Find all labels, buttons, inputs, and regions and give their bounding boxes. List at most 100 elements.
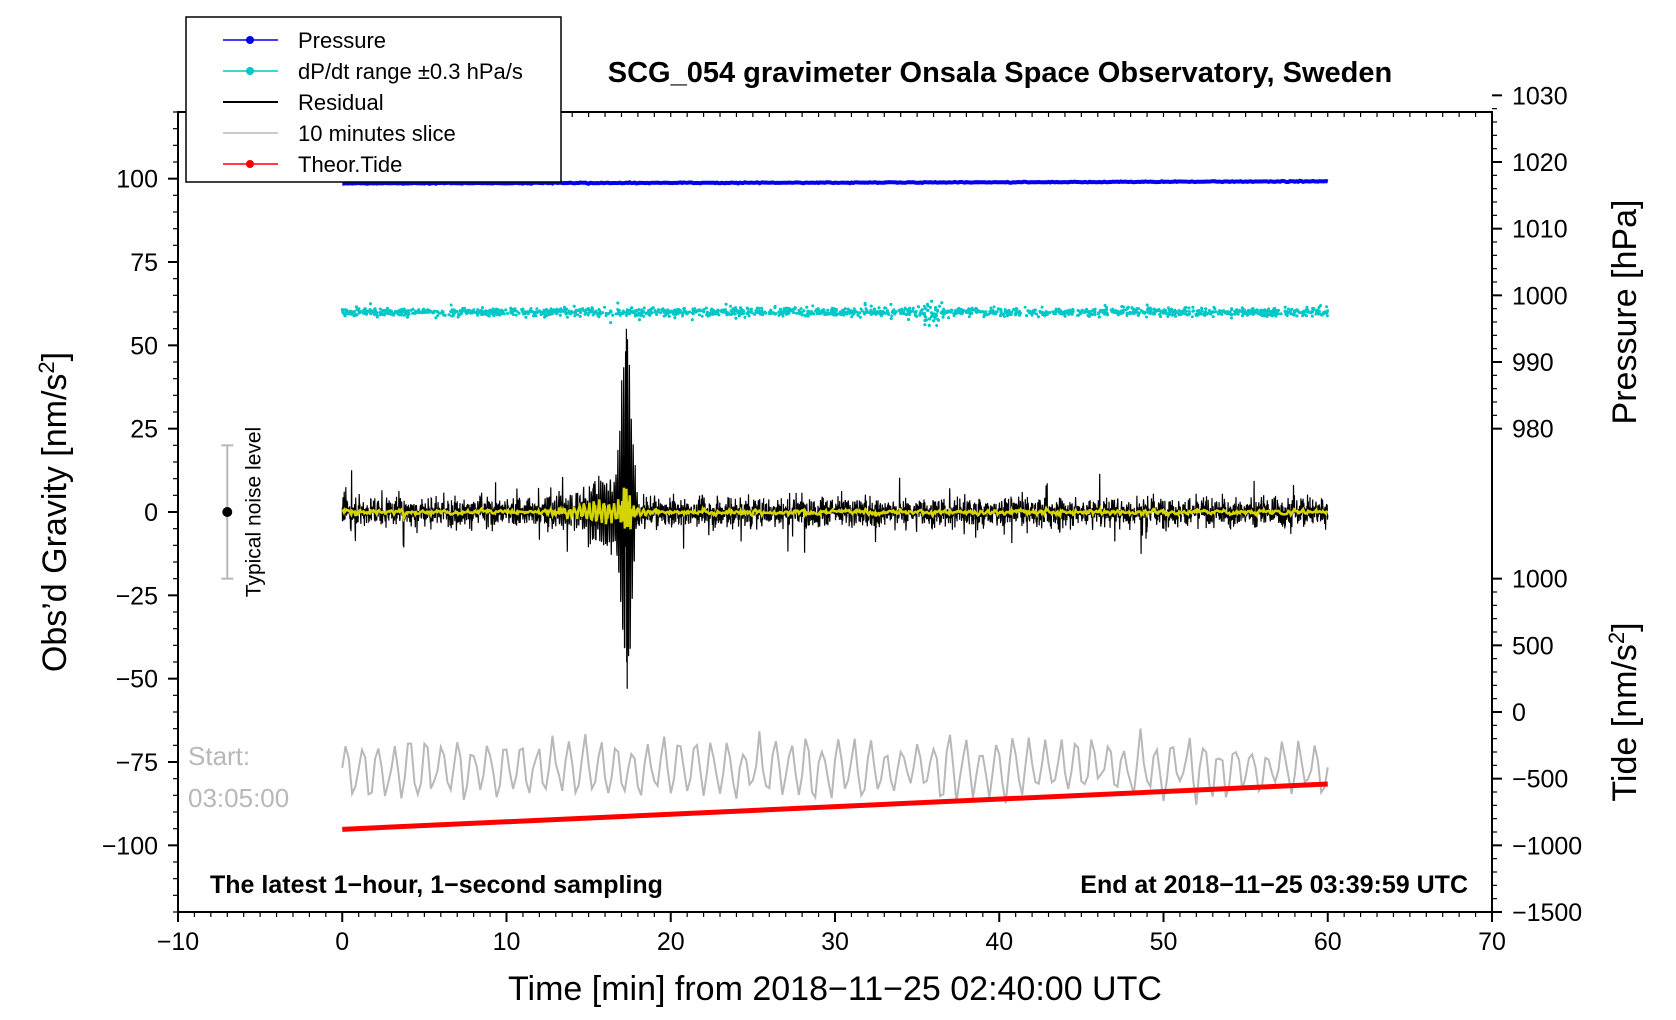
dpdt-point xyxy=(832,313,836,317)
dpdt-point xyxy=(1254,311,1258,315)
dpdt-point xyxy=(1255,308,1259,312)
dpdt-point xyxy=(883,306,887,310)
dpdt-point xyxy=(1305,305,1309,309)
dpdt-point xyxy=(631,310,635,314)
dpdt-point xyxy=(666,310,670,314)
residual-series-line xyxy=(341,328,1329,689)
dpdt-point xyxy=(629,310,633,314)
dpdt-point xyxy=(913,313,917,317)
dpdt-point xyxy=(385,306,389,310)
dpdt-point xyxy=(402,307,406,311)
dpdt-point xyxy=(716,308,720,312)
dpdt-point xyxy=(1097,315,1101,319)
dpdt-point xyxy=(1101,311,1105,315)
dpdt-point xyxy=(781,314,785,318)
dpdt-point xyxy=(802,309,806,313)
dpdt-point xyxy=(781,311,785,315)
dpdt-point xyxy=(749,307,753,311)
dpdt-point xyxy=(1323,311,1327,315)
dpdt-point xyxy=(937,304,941,308)
dpdt-point xyxy=(423,309,427,313)
slice-start-time: 03:05:00 xyxy=(188,783,289,813)
dpdt-point xyxy=(1309,311,1313,315)
sampling-note: The latest 1−hour, 1−second sampling xyxy=(210,871,663,899)
dpdt-point xyxy=(509,311,513,315)
pressure-axis-tick-labels: 1030 1020 1010 1000 990 980 xyxy=(1512,82,1568,443)
dpdt-point xyxy=(1065,309,1069,313)
dpdt-point xyxy=(1305,314,1308,318)
dpdt-point xyxy=(884,311,888,315)
dpdt-point xyxy=(733,312,737,316)
dpdt-point xyxy=(803,314,807,317)
dpdt-point xyxy=(1076,309,1080,312)
dpdt-point xyxy=(902,312,906,316)
dpdt-point xyxy=(761,312,765,316)
dpdt-point xyxy=(381,309,385,312)
dpdt-point xyxy=(517,311,521,315)
dpdt-point xyxy=(584,308,588,312)
dpdt-point xyxy=(1318,312,1322,316)
dpdt-point xyxy=(1310,314,1314,318)
dpdt-point xyxy=(852,307,856,311)
dpdt-point xyxy=(810,311,814,315)
dpdt-point xyxy=(590,306,594,310)
dpdt-point xyxy=(1086,309,1090,313)
dpdt-point xyxy=(815,312,819,316)
dpdt-point xyxy=(1038,310,1042,313)
dpdt-point xyxy=(357,307,361,311)
dpdt-point xyxy=(819,310,822,314)
tide-tick-label: −1000 xyxy=(1512,832,1582,860)
tide-tick-label: 500 xyxy=(1512,632,1554,660)
dpdt-point xyxy=(863,303,867,307)
dpdt-point xyxy=(511,313,515,316)
dpdt-point xyxy=(791,307,795,311)
x-tick-label: 20 xyxy=(657,928,685,956)
dpdt-point xyxy=(902,309,906,313)
dpdt-point xyxy=(952,312,956,316)
dpdt-point xyxy=(737,312,741,315)
pressure-axis-title: Pressure [hPa] xyxy=(1606,200,1644,425)
dpdt-point xyxy=(1168,312,1172,316)
dpdt-point xyxy=(886,309,890,313)
dpdt-point xyxy=(1044,310,1048,314)
dpdt-point xyxy=(593,311,597,315)
pressure-tick-label: 1020 xyxy=(1512,149,1568,177)
dpdt-point xyxy=(558,313,562,317)
dpdt-point xyxy=(681,314,684,318)
dpdt-point xyxy=(1069,311,1073,315)
dpdt-point xyxy=(677,308,681,312)
dpdt-point xyxy=(573,311,577,315)
dpdt-point xyxy=(476,308,480,312)
dpdt-point xyxy=(724,302,728,306)
pressure-tick-label: 1000 xyxy=(1512,282,1568,310)
dpdt-point xyxy=(1236,312,1240,316)
dpdt-point xyxy=(566,315,569,319)
dpdt-point xyxy=(1263,314,1266,318)
dpdt-point xyxy=(932,319,936,323)
dpdt-point xyxy=(383,308,387,312)
dpdt-point xyxy=(782,307,786,311)
dpdt-point xyxy=(1235,308,1239,312)
dpdt-point xyxy=(486,313,490,317)
dpdt-point xyxy=(723,308,727,312)
dpdt-point xyxy=(1326,309,1330,313)
y-tick-label: −25 xyxy=(116,582,158,610)
tide-series-line xyxy=(342,781,1328,832)
dpdt-point xyxy=(989,306,993,310)
dpdt-point xyxy=(1247,312,1251,316)
legend-label: Pressure xyxy=(298,28,386,53)
dpdt-point xyxy=(1036,315,1040,319)
dpdt-point xyxy=(598,311,601,315)
dpdt-point xyxy=(587,311,591,315)
y-tick-label: 75 xyxy=(130,249,158,277)
dpdt-point xyxy=(836,312,840,316)
dpdt-point xyxy=(1204,307,1208,311)
dpdt-point xyxy=(512,307,516,311)
dpdt-point xyxy=(934,306,937,310)
dpdt-point xyxy=(663,309,667,313)
dpdt-point xyxy=(1126,305,1130,309)
legend-swatch-marker xyxy=(246,36,254,44)
dpdt-point xyxy=(1288,309,1292,313)
dpdt-point xyxy=(1218,309,1221,313)
dpdt-point xyxy=(1197,309,1201,312)
